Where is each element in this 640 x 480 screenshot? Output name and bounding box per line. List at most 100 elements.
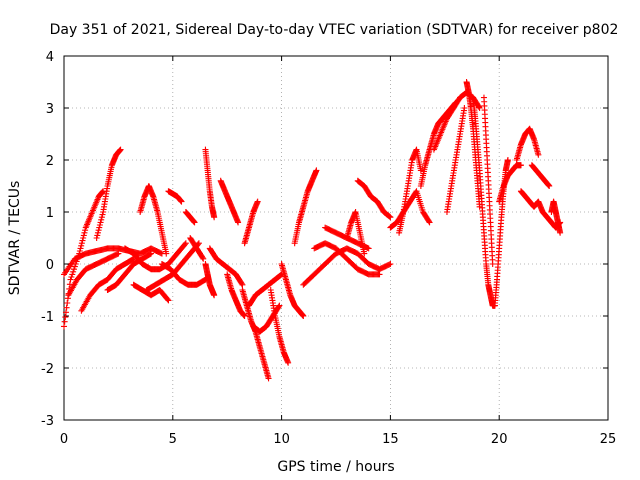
data-point xyxy=(62,314,69,321)
series-track-3 xyxy=(65,250,122,299)
data-point xyxy=(365,245,372,252)
y-tick-label: -1 xyxy=(41,310,54,325)
data-point xyxy=(78,240,85,247)
data-point xyxy=(387,214,394,221)
plot-frame xyxy=(63,55,609,421)
series-track-13 xyxy=(182,209,198,226)
x-tick-label: 15 xyxy=(382,432,399,447)
series-track-42 xyxy=(513,125,542,163)
data-point xyxy=(489,261,496,267)
data-point xyxy=(68,274,75,280)
series-track-39 xyxy=(480,94,496,267)
series-track-7 xyxy=(121,240,189,273)
y-tick-label: -2 xyxy=(41,362,54,377)
data-point xyxy=(241,313,248,319)
x-tick-label: 0 xyxy=(60,432,68,447)
data-point xyxy=(178,198,185,205)
y-tick-label: 0 xyxy=(46,258,54,273)
data-point xyxy=(95,227,102,234)
x-axis: 0 5 10 15 20 25 xyxy=(60,56,616,447)
data-point xyxy=(376,271,383,278)
y-tick-label: 2 xyxy=(46,154,54,169)
data-point xyxy=(300,313,307,319)
data-point xyxy=(164,296,171,303)
data-point xyxy=(199,254,206,261)
series-track-21 xyxy=(239,287,272,382)
data-point xyxy=(461,105,468,111)
data-point xyxy=(69,271,76,278)
data-point xyxy=(265,375,272,382)
data-point xyxy=(76,248,83,254)
data-point xyxy=(211,214,218,221)
series-track-10 xyxy=(158,261,209,288)
data-point xyxy=(238,280,245,287)
x-tick-label: 5 xyxy=(169,432,177,447)
data-points xyxy=(61,79,564,382)
series-track-26 xyxy=(291,167,320,247)
data-point xyxy=(96,224,103,231)
data-point xyxy=(313,167,320,174)
series-track-41 xyxy=(496,162,524,205)
data-point xyxy=(77,245,84,252)
series-track-32 xyxy=(387,188,433,231)
data-point xyxy=(517,162,524,169)
series-track-29 xyxy=(322,224,372,252)
x-axis-label: GPS time / hours xyxy=(277,459,394,475)
data-point xyxy=(504,157,511,163)
series-track-19 xyxy=(224,271,248,319)
series-track-11 xyxy=(130,281,172,304)
data-point xyxy=(412,189,419,196)
data-point xyxy=(99,211,106,218)
series-track-31 xyxy=(354,177,394,221)
data-point xyxy=(275,303,282,310)
series-track-14 xyxy=(187,235,207,262)
data-point xyxy=(200,255,207,262)
data-point xyxy=(97,219,104,226)
series-track-28 xyxy=(311,240,383,278)
data-point xyxy=(94,229,101,236)
data-point xyxy=(64,300,71,306)
series-track-5 xyxy=(93,146,124,241)
y-tick-label: 1 xyxy=(46,206,54,221)
data-point xyxy=(235,219,242,226)
data-point xyxy=(61,318,68,325)
data-point xyxy=(211,292,218,299)
series-track-20 xyxy=(241,198,261,247)
data-point xyxy=(163,250,170,257)
data-point xyxy=(239,281,246,288)
data-point xyxy=(182,240,189,247)
series-track-33 xyxy=(396,146,424,236)
series-track-15 xyxy=(202,146,218,221)
grid xyxy=(64,56,608,420)
x-tick-label: 25 xyxy=(600,432,617,447)
chart-title: Day 351 of 2021, Sidereal Day-to-day VTE… xyxy=(50,22,619,38)
data-point xyxy=(81,229,88,236)
data-point xyxy=(117,146,124,153)
data-point xyxy=(387,261,394,267)
series-track-24 xyxy=(267,287,292,366)
data-point xyxy=(476,105,483,111)
data-point xyxy=(276,302,283,309)
data-point xyxy=(63,304,70,311)
data-point xyxy=(93,235,100,241)
data-point xyxy=(80,235,87,241)
series-track-8 xyxy=(137,183,170,257)
y-axis-label: SDTVAR / TECUs xyxy=(7,181,23,296)
data-point xyxy=(557,229,564,236)
series-track-25 xyxy=(278,261,307,319)
data-point xyxy=(94,232,101,239)
y-tick-label: 3 xyxy=(46,102,54,117)
series-track-1 xyxy=(61,188,107,330)
y-tick-label: -3 xyxy=(41,414,54,429)
series-track-45 xyxy=(548,198,564,236)
data-point xyxy=(71,266,78,273)
data-point xyxy=(254,198,261,205)
data-point xyxy=(115,250,122,257)
series-track-18 xyxy=(206,245,246,288)
series-track-27 xyxy=(300,245,394,288)
data-point xyxy=(535,151,542,158)
data-point xyxy=(96,222,103,228)
data-point xyxy=(191,219,198,226)
series-track-4 xyxy=(78,255,137,314)
data-point xyxy=(285,359,292,366)
